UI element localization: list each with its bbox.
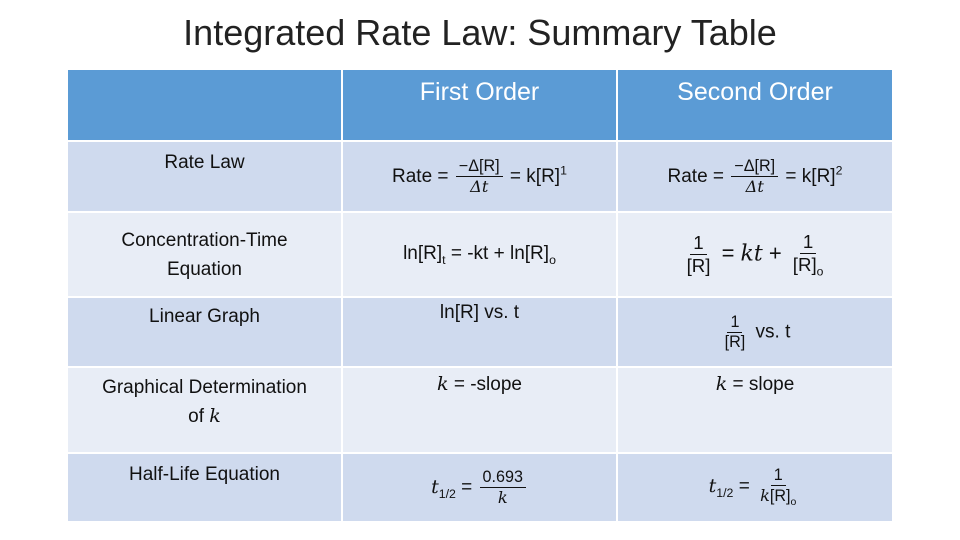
fraction: −Δ[R] Δt — [455, 156, 503, 197]
equation-cell: k = slope — [616, 366, 894, 454]
equation-cell: 1 [R] vs. t — [616, 296, 894, 368]
text: Rate = — [392, 165, 454, 187]
fraction: 1 [R] — [684, 232, 714, 277]
numerator: 0.693 — [479, 467, 526, 488]
text: = slope — [727, 374, 795, 395]
text: ln[R] — [403, 242, 443, 264]
header-cell — [66, 68, 343, 142]
subscript: 1/2 — [716, 486, 734, 501]
text: 1 — [693, 231, 704, 253]
denominator: Δt — [743, 177, 767, 197]
text: 1 — [730, 312, 740, 331]
row-label: Graphical Determination of k — [66, 366, 343, 454]
text: vs. t — [750, 321, 791, 343]
fraction: 1 k[R]o — [757, 466, 799, 508]
numerator: 1 — [799, 230, 817, 254]
equation-cell: k = -slope — [341, 366, 618, 454]
italic-text: Δt — [470, 176, 489, 196]
equation-cell: ln[R] vs. t — [341, 296, 618, 368]
text: 1 — [773, 466, 783, 485]
table-body: Rate Law Rate = −Δ[R] Δt = k[R]1 Rate = −Δ[… — [66, 140, 894, 523]
numerator: 1 — [727, 312, 743, 333]
summary-table: First Order Second Order Rate Law Rate = … — [66, 68, 894, 523]
table-row: Linear Graph ln[R] vs. t 1 [R] vs. t — [66, 296, 894, 368]
text: [R] — [769, 487, 791, 506]
text: Concentration-Time Equation — [121, 229, 288, 280]
text: = — [733, 476, 756, 498]
text: [R] — [724, 332, 746, 351]
denominator: Δt — [467, 177, 491, 197]
italic-text: kt — [740, 241, 763, 267]
fraction: 1 [R] — [722, 313, 749, 352]
supscript: 2 — [835, 163, 843, 178]
row-label: Concentration-Time Equation — [66, 211, 343, 298]
text: ln[R] vs. t — [439, 302, 520, 323]
numerator: −Δ[R] — [731, 156, 779, 177]
text: + — [762, 240, 788, 266]
text: Rate = — [667, 165, 730, 187]
equation-cell: t1/2 = 0.693 k — [341, 452, 618, 523]
equation-cell: Rate = −Δ[R] Δt = k[R]2 — [616, 140, 894, 213]
fraction: 0.693 k — [479, 467, 526, 508]
text: Half-Life Equation — [128, 464, 281, 485]
text: Linear Graph — [149, 306, 260, 327]
text: = -slope — [448, 374, 522, 395]
subscript: 1/2 — [438, 486, 456, 501]
header-row: First Order Second Order — [66, 68, 894, 142]
denominator: k[R]o — [757, 486, 799, 508]
text: −Δ[R] — [458, 156, 500, 175]
text: 1 — [802, 230, 814, 252]
italic-text: k — [209, 405, 221, 427]
table-row: Rate Law Rate = −Δ[R] Δt = k[R]1 Rate = −Δ[… — [66, 140, 894, 213]
italic-text: k — [715, 373, 728, 395]
italic-text: k — [497, 487, 508, 507]
supscript: 1 — [560, 163, 567, 178]
text: = -kt + ln[R] — [445, 242, 550, 264]
equation-cell: t1/2 = 1 k[R]o — [616, 452, 894, 523]
italic-text: t — [431, 475, 439, 498]
denominator: [R] — [722, 333, 749, 352]
row-label: Rate Law — [66, 140, 343, 213]
equation-cell: ln[R]t = -kt + ln[R]o — [341, 211, 618, 298]
subscript: o — [549, 252, 556, 267]
table-row: Concentration-Time Equation ln[R]t = -kt … — [66, 211, 894, 298]
subscript: t — [442, 252, 446, 267]
text: = — [455, 476, 478, 498]
numerator: 1 — [690, 231, 707, 255]
fraction: −Δ[R] Δt — [731, 156, 779, 197]
italic-text: k — [437, 373, 449, 395]
slide-title: Integrated Rate Law: Summary Table — [183, 12, 777, 53]
row-label: Half-Life Equation — [66, 452, 343, 523]
text: = k[R] — [780, 165, 836, 187]
text: [R] — [686, 254, 711, 276]
header-cell: First Order — [341, 68, 618, 142]
fraction: 1 [R]o — [790, 231, 827, 279]
italic-text: t — [708, 475, 717, 498]
subscript: o — [816, 264, 824, 279]
row-label: Linear Graph — [66, 296, 343, 368]
text: −Δ[R] — [734, 156, 776, 175]
text: = — [715, 240, 741, 266]
subscript: o — [790, 497, 797, 509]
italic-text: Δt — [745, 176, 764, 196]
numerator: 1 — [770, 466, 786, 487]
denominator: [R]o — [790, 254, 827, 279]
equation-cell: Rate = −Δ[R] Δt = k[R]1 — [341, 140, 618, 213]
denominator: [R] — [684, 255, 714, 277]
text: Graphical Determination of — [102, 377, 307, 427]
denominator: k — [495, 488, 511, 508]
text: Rate Law — [164, 152, 245, 173]
numerator: −Δ[R] — [455, 156, 503, 177]
italic-text: k — [760, 486, 770, 506]
text: [R] — [792, 253, 817, 275]
text: 0.693 — [482, 467, 523, 486]
header-cell: Second Order — [616, 68, 894, 142]
equation-cell: 1 [R] = kt + 1 [R]o — [616, 211, 894, 298]
text: = k[R] — [504, 165, 561, 187]
